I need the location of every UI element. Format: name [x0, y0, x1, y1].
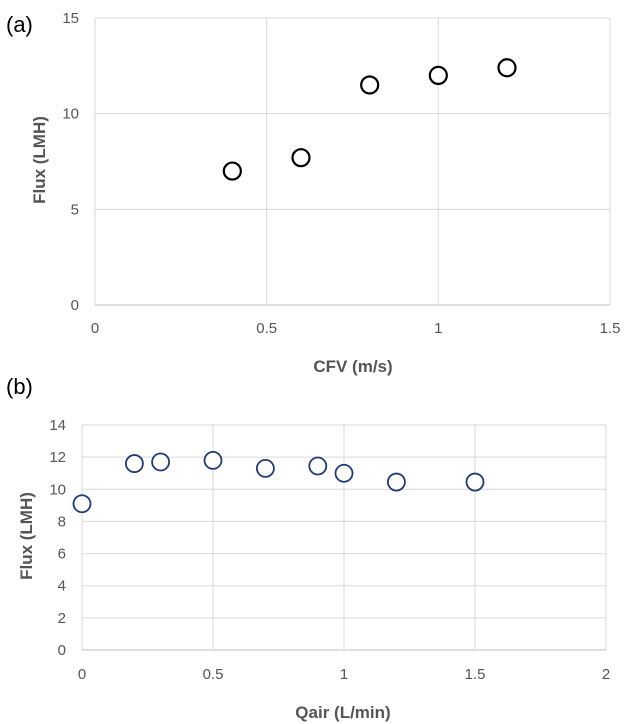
panel-label-a: (a): [6, 12, 33, 37]
y-tick-label: 15: [62, 10, 79, 27]
x-tick-label: 0: [91, 320, 99, 337]
y-tick-label: 5: [71, 201, 79, 218]
data-point: [151, 452, 171, 472]
panel-label-b: (b): [6, 374, 33, 399]
x-tick-label: 1.5: [600, 320, 621, 337]
x-tick-label: 2: [602, 666, 610, 683]
y-axis-title-b: Flux (LMH): [17, 492, 36, 580]
x-ticks-b: 0 0.5 1 1.5 2: [78, 666, 610, 683]
y-tick-label: 10: [62, 106, 79, 123]
y-tick-label: 0: [71, 297, 79, 314]
x-tick-label: 1: [340, 666, 348, 683]
chart-a: (a) 0 5 10 15 0 0.5 1 1.5 CFV (m/s) Flux (LMH): [6, 10, 620, 376]
data-point: [360, 75, 380, 95]
grid-b: [81, 424, 607, 651]
x-tick-label: 0.5: [203, 666, 224, 683]
grid-a: [94, 17, 611, 306]
data-point: [334, 463, 354, 483]
data-point: [291, 148, 311, 168]
data-point: [386, 472, 406, 492]
x-tick-label: 0.5: [256, 320, 277, 337]
x-ticks-a: 0 0.5 1 1.5: [91, 320, 621, 337]
y-tick-label: 10: [49, 481, 66, 498]
y-tick-label: 4: [58, 578, 66, 595]
x-tick-label: 1.5: [465, 666, 486, 683]
chart-b: (b) 0 2 4 6 8 10 12 14 0 0.5 1 1.5 2 Qair (L/min) F…: [6, 374, 610, 722]
data-point: [222, 161, 242, 181]
points-a: [222, 58, 517, 181]
y-ticks-a: 0 5 10 15: [62, 10, 79, 314]
y-axis-title-a: Flux (LMH): [30, 116, 49, 204]
data-point: [308, 456, 328, 476]
y-ticks-b: 0 2 4 6 8 10 12 14: [49, 417, 66, 659]
y-tick-label: 2: [58, 610, 66, 627]
data-point: [465, 472, 485, 492]
x-axis-title-b: Qair (L/min): [295, 703, 390, 722]
y-tick-label: 6: [58, 546, 66, 563]
data-point: [203, 450, 223, 470]
y-tick-label: 0: [58, 642, 66, 659]
data-point: [72, 494, 92, 514]
y-tick-label: 8: [58, 513, 66, 530]
x-axis-title-a: CFV (m/s): [313, 357, 392, 376]
y-tick-label: 12: [49, 449, 66, 466]
data-point: [428, 65, 448, 86]
x-tick-label: 0: [78, 666, 86, 683]
y-tick-label: 14: [49, 417, 66, 434]
data-point: [255, 458, 275, 478]
data-point: [497, 58, 517, 78]
points-b: [72, 450, 485, 514]
x-tick-label: 1: [434, 320, 442, 337]
data-point: [124, 454, 144, 473]
